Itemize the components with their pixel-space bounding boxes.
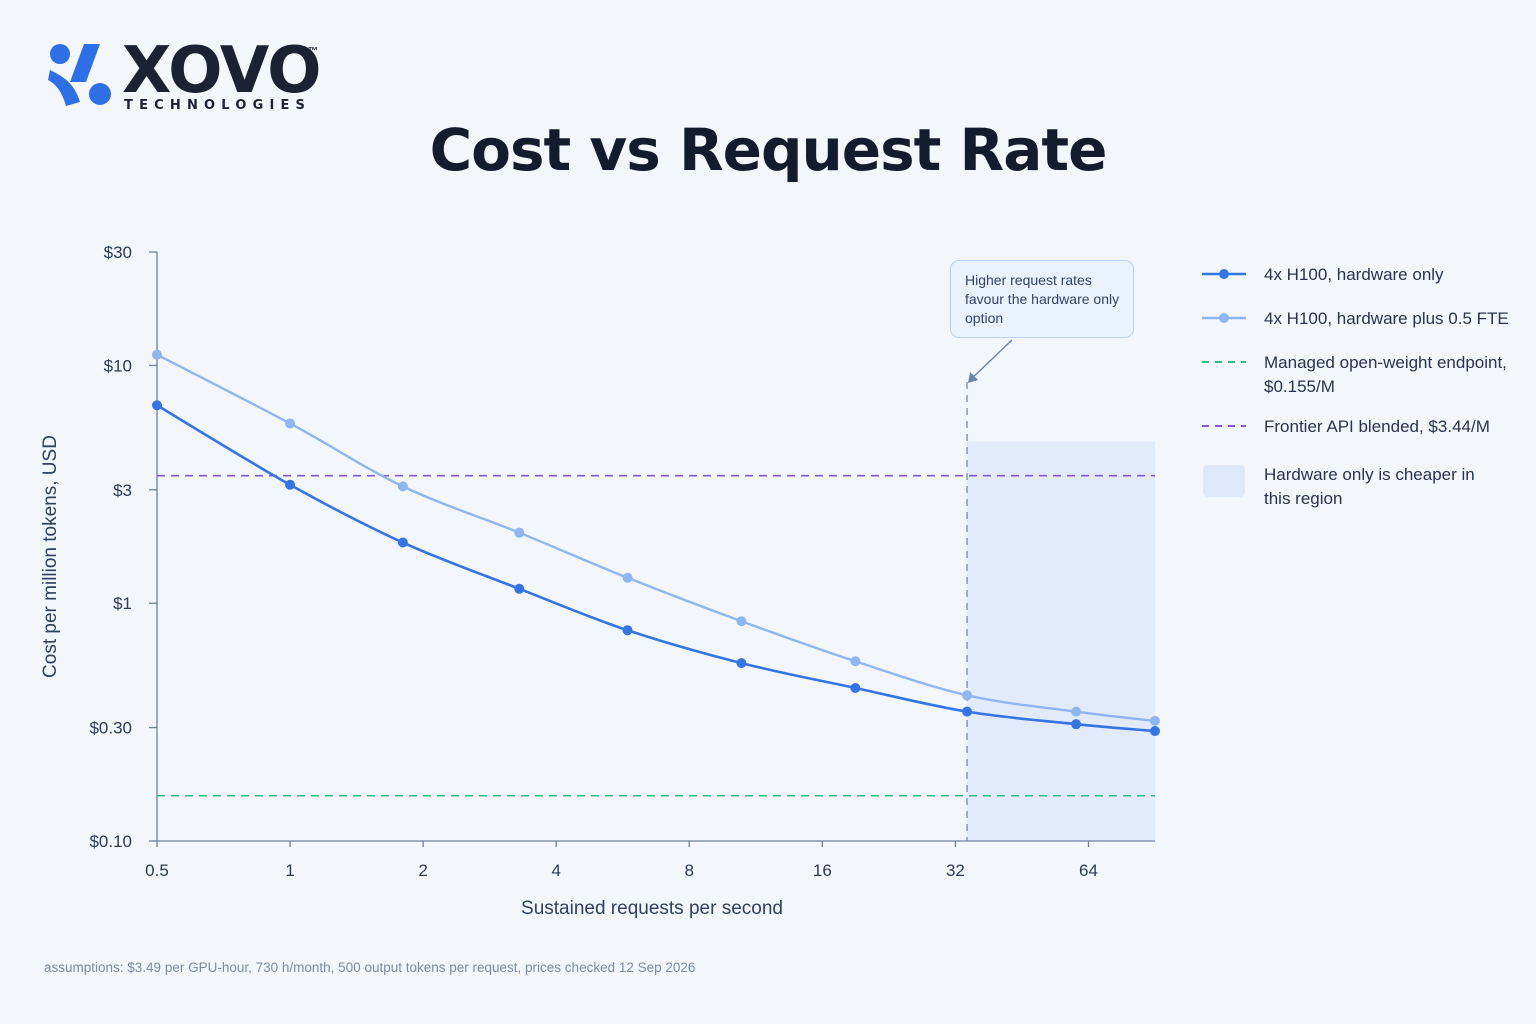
y-axis-label: Cost per million tokens, USD bbox=[40, 435, 61, 678]
legend-line-dashed-green-icon bbox=[1202, 361, 1246, 363]
brand-logo: XOVO ™ TECHNOLOGIES bbox=[46, 34, 336, 116]
legend-label: 4x H100, hardware only bbox=[1264, 265, 1444, 284]
legend-line-dashed-purple-icon bbox=[1202, 425, 1246, 427]
legend-item-hardware-only: 4x H100, hardware only bbox=[1200, 262, 1530, 306]
data-point bbox=[622, 625, 633, 636]
footnote: assumptions: $3.49 per GPU-hour, 730 h/m… bbox=[44, 960, 696, 975]
legend-region-swatch-icon bbox=[1203, 465, 1245, 497]
x-tick-label: 4 bbox=[551, 861, 560, 880]
y-tick-label: $3 bbox=[113, 481, 132, 500]
legend-item-region: Hardware only is cheaper in this region bbox=[1200, 462, 1530, 522]
data-point bbox=[736, 616, 747, 627]
logo-subtitle: TECHNOLOGIES bbox=[124, 98, 312, 113]
y-tick-label: $0.30 bbox=[89, 719, 132, 738]
legend-label: Hardware only is cheaper in this region bbox=[1264, 465, 1475, 508]
data-point bbox=[1071, 719, 1082, 730]
data-point bbox=[962, 706, 973, 717]
legend-label: 4x H100, hardware plus 0.5 FTE bbox=[1264, 309, 1509, 328]
data-point bbox=[397, 537, 408, 548]
y-tick-label: $30 bbox=[104, 243, 132, 262]
x-tick-label: 64 bbox=[1079, 861, 1098, 880]
shaded-region bbox=[967, 441, 1155, 841]
y-tick-label: $10 bbox=[104, 356, 132, 375]
data-point bbox=[1150, 726, 1160, 737]
x-tick-label: 8 bbox=[685, 861, 694, 880]
callout-arrow-line bbox=[968, 339, 1013, 382]
logo-mark-icon bbox=[48, 44, 111, 106]
data-point bbox=[285, 479, 296, 490]
data-point bbox=[514, 527, 525, 538]
data-point bbox=[152, 349, 162, 360]
legend-label: Managed open-weight endpoint, $0.155/M bbox=[1264, 353, 1507, 396]
y-tick-label: $1 bbox=[113, 594, 132, 613]
chart-title: Cost vs Request Rate bbox=[429, 116, 1108, 184]
x-tick-label: 0.5 bbox=[145, 861, 169, 880]
data-point bbox=[1150, 715, 1160, 726]
x-tick-label: 1 bbox=[285, 861, 294, 880]
x-axis-label: Sustained requests per second bbox=[521, 898, 783, 919]
legend-item-managed-endpoint: Managed open-weight endpoint, $0.155/M bbox=[1200, 350, 1530, 414]
y-tick-label: $0.10 bbox=[89, 832, 132, 851]
callout-arrow-head-icon bbox=[968, 372, 979, 383]
data-point bbox=[285, 418, 296, 429]
series-line-hardware-only bbox=[156, 404, 1156, 733]
annotation-callout: Higher request rates favour the hardware… bbox=[950, 260, 1134, 338]
data-point bbox=[850, 656, 861, 667]
data-point bbox=[1071, 706, 1082, 717]
data-point bbox=[152, 400, 162, 411]
data-point bbox=[850, 683, 861, 694]
logo-trademark: ™ bbox=[308, 46, 318, 57]
data-point bbox=[736, 658, 747, 669]
series-line-hardware-plus-fte bbox=[156, 353, 1156, 723]
data-point bbox=[962, 690, 973, 701]
legend-item-hardware-plus-fte: 4x H100, hardware plus 0.5 FTE bbox=[1200, 306, 1530, 350]
x-tick-label: 2 bbox=[418, 861, 427, 880]
legend-item-frontier-api: Frontier API blended, $3.44/M bbox=[1200, 414, 1530, 462]
x-tick-label: 32 bbox=[946, 861, 965, 880]
logo-wordmark: XOVO bbox=[122, 34, 322, 108]
chart-legend: 4x H100, hardware only 4x H100, hardware… bbox=[1200, 262, 1530, 522]
legend-line-solid-light-icon bbox=[1202, 313, 1246, 323]
legend-label: Frontier API blended, $3.44/M bbox=[1264, 417, 1490, 436]
data-point bbox=[622, 572, 633, 583]
x-tick-label: 16 bbox=[813, 861, 832, 880]
legend-line-solid-dark-icon bbox=[1202, 269, 1246, 279]
data-point bbox=[397, 481, 408, 492]
data-point bbox=[514, 583, 525, 594]
